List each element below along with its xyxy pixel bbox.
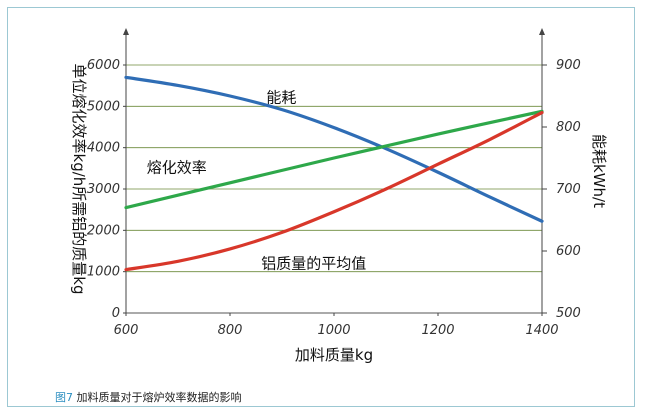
- energy-annotation: 能耗: [266, 88, 296, 106]
- y-right-tick-label: 800: [556, 120, 581, 135]
- y-right-tick-label: 700: [556, 182, 581, 197]
- series-line-2: [124, 109, 544, 210]
- figure-frame: 0 1000 2000 3000 4000 5000 6000 500 600 700 800 900…: [7, 7, 635, 407]
- x-axis-title: 加料质量kg: [295, 346, 373, 364]
- y-left-tick-label: 4000: [87, 141, 120, 156]
- y-right-tick-label: 500: [556, 306, 581, 321]
- y-left-tick-label: 2000: [87, 223, 120, 238]
- right-axis-arrow: [539, 28, 545, 35]
- x-tick-label: 1200: [421, 323, 454, 338]
- y-right-tick-label: 900: [556, 58, 581, 73]
- x-tick-label: 1000: [317, 323, 350, 338]
- tick-labels: 0 1000 2000 3000 4000 5000 6000 500 600 700 800 900…: [87, 58, 581, 338]
- y-left-tick-label: 3000: [87, 182, 120, 197]
- y-left-tick-label: 1000: [87, 265, 120, 280]
- y-right-tick-label: 600: [556, 244, 581, 259]
- y-left-tick-label: 0: [112, 306, 120, 321]
- figure-caption: 图7 加料质量对于熔炉效率数据的影响: [55, 389, 242, 405]
- y-left-tick-label: 5000: [87, 99, 120, 114]
- efficiency-annotation: 熔化效率: [147, 158, 207, 176]
- aluminum-annotation: 铝质量的平均值: [261, 254, 366, 272]
- series-line-1: [124, 75, 544, 223]
- y-left-tick-label: 6000: [87, 58, 120, 73]
- figure-number: 图7: [55, 391, 73, 404]
- grid: [126, 64, 542, 314]
- right-y-axis-title: 能耗kWh/t: [590, 134, 608, 208]
- caption-text: 加料质量对于熔炉效率数据的影响: [73, 391, 242, 404]
- series-line-3: [124, 110, 544, 272]
- x-tick-label: 1400: [525, 323, 558, 338]
- left-axis-arrow: [123, 28, 129, 35]
- x-tick-label: 800: [218, 323, 243, 338]
- x-tick-label: 600: [114, 323, 139, 338]
- chart: 0 1000 2000 3000 4000 5000 6000 500 600 700 800 900…: [70, 28, 608, 364]
- series: [124, 75, 544, 272]
- left-y-axis-title: 单位熔化效率kg/h所需铝的质量kg: [70, 64, 88, 295]
